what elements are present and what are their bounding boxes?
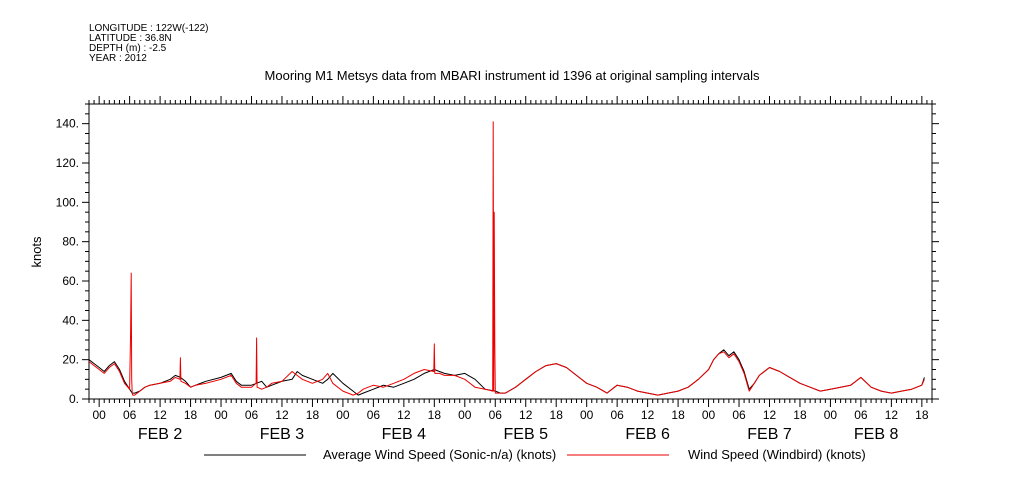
- depth-label: DEPTH (m) : -2.5: [89, 43, 167, 54]
- x-tick-label: 18: [184, 408, 198, 422]
- x-tick-label: 18: [915, 408, 929, 422]
- x-tick-label: 12: [885, 408, 899, 422]
- legend-label-windbird: Wind Speed (Windbird) (knots): [688, 447, 866, 462]
- x-tick-label: 00: [824, 408, 838, 422]
- plot-frame: [88, 103, 933, 400]
- day-label: FEB 4: [382, 426, 427, 443]
- year-label: YEAR : 2012: [89, 53, 147, 64]
- x-tick-label: 00: [702, 408, 716, 422]
- y-axis-label: knots: [29, 236, 44, 268]
- y-axis: 0. 20. 40. 60. 80. 100. 120. 140.: [56, 103, 939, 406]
- day-label: FEB 7: [747, 426, 792, 443]
- x-tick-label: 12: [397, 408, 411, 422]
- y-tick-label: 120.: [56, 156, 79, 170]
- legend: Average Wind Speed (Sonic-n/a) (knots) Wi…: [204, 447, 866, 462]
- x-tick-label: 12: [641, 408, 655, 422]
- y-tick-label: 80.: [62, 235, 79, 249]
- chart-title: Mooring M1 Metsys data from MBARI instru…: [265, 68, 760, 83]
- x-tick-label: 12: [275, 408, 289, 422]
- x-tick-label: 06: [367, 408, 381, 422]
- latitude-label: LATITUDE : 36.8N: [89, 33, 172, 44]
- y-tick-label: 140.: [56, 117, 79, 131]
- day-label: FEB 6: [625, 426, 670, 443]
- x-tick-label: 12: [763, 408, 777, 422]
- x-tick-label: 06: [732, 408, 746, 422]
- y-tick-label: 40.: [62, 313, 79, 327]
- x-tick-label: 18: [550, 408, 564, 422]
- y-tick-label: 20.: [62, 353, 79, 367]
- day-label: FEB 8: [854, 426, 899, 443]
- x-tick-label: 06: [489, 408, 503, 422]
- day-label: FEB 5: [504, 426, 549, 443]
- day-label: FEB 2: [138, 426, 183, 443]
- day-label: FEB 3: [260, 426, 305, 443]
- x-tick-label: 12: [519, 408, 533, 422]
- x-tick-label: 06: [123, 408, 137, 422]
- x-tick-label: 18: [428, 408, 442, 422]
- x-tick-label: 00: [92, 408, 106, 422]
- metadata-header: LONGITUDE : 122W(-122) LATITUDE : 36.8N …: [89, 23, 208, 64]
- y-tick-label: 100.: [56, 195, 79, 209]
- x-tick-label: 00: [336, 408, 350, 422]
- x-tick-label: 00: [580, 408, 594, 422]
- series-lines: [88, 121, 925, 396]
- x-tick-label: 12: [153, 408, 167, 422]
- x-tick-label: 18: [793, 408, 807, 422]
- longitude-label: LONGITUDE : 122W(-122): [89, 23, 208, 34]
- x-tick-label: 18: [671, 408, 685, 422]
- x-tick-label: 06: [245, 408, 259, 422]
- x-tick-label: 06: [854, 408, 868, 422]
- x-tick-label: 18: [306, 408, 320, 422]
- series-line-windbird: [88, 121, 925, 396]
- x-tick-label: 06: [610, 408, 624, 422]
- x-tick-label: 00: [214, 408, 228, 422]
- series-line-average-wind: [88, 349, 925, 396]
- legend-label-average-wind: Average Wind Speed (Sonic-n/a) (knots): [323, 447, 556, 462]
- x-tick-label: 00: [458, 408, 472, 422]
- x-axis: 00 06 12 18 00 06 12 18 00 06 12 18 00 06 12 18 00 06 12 18…: [88, 96, 933, 443]
- y-tick-label: 0.: [69, 392, 79, 406]
- y-tick-label: 60.: [62, 274, 79, 288]
